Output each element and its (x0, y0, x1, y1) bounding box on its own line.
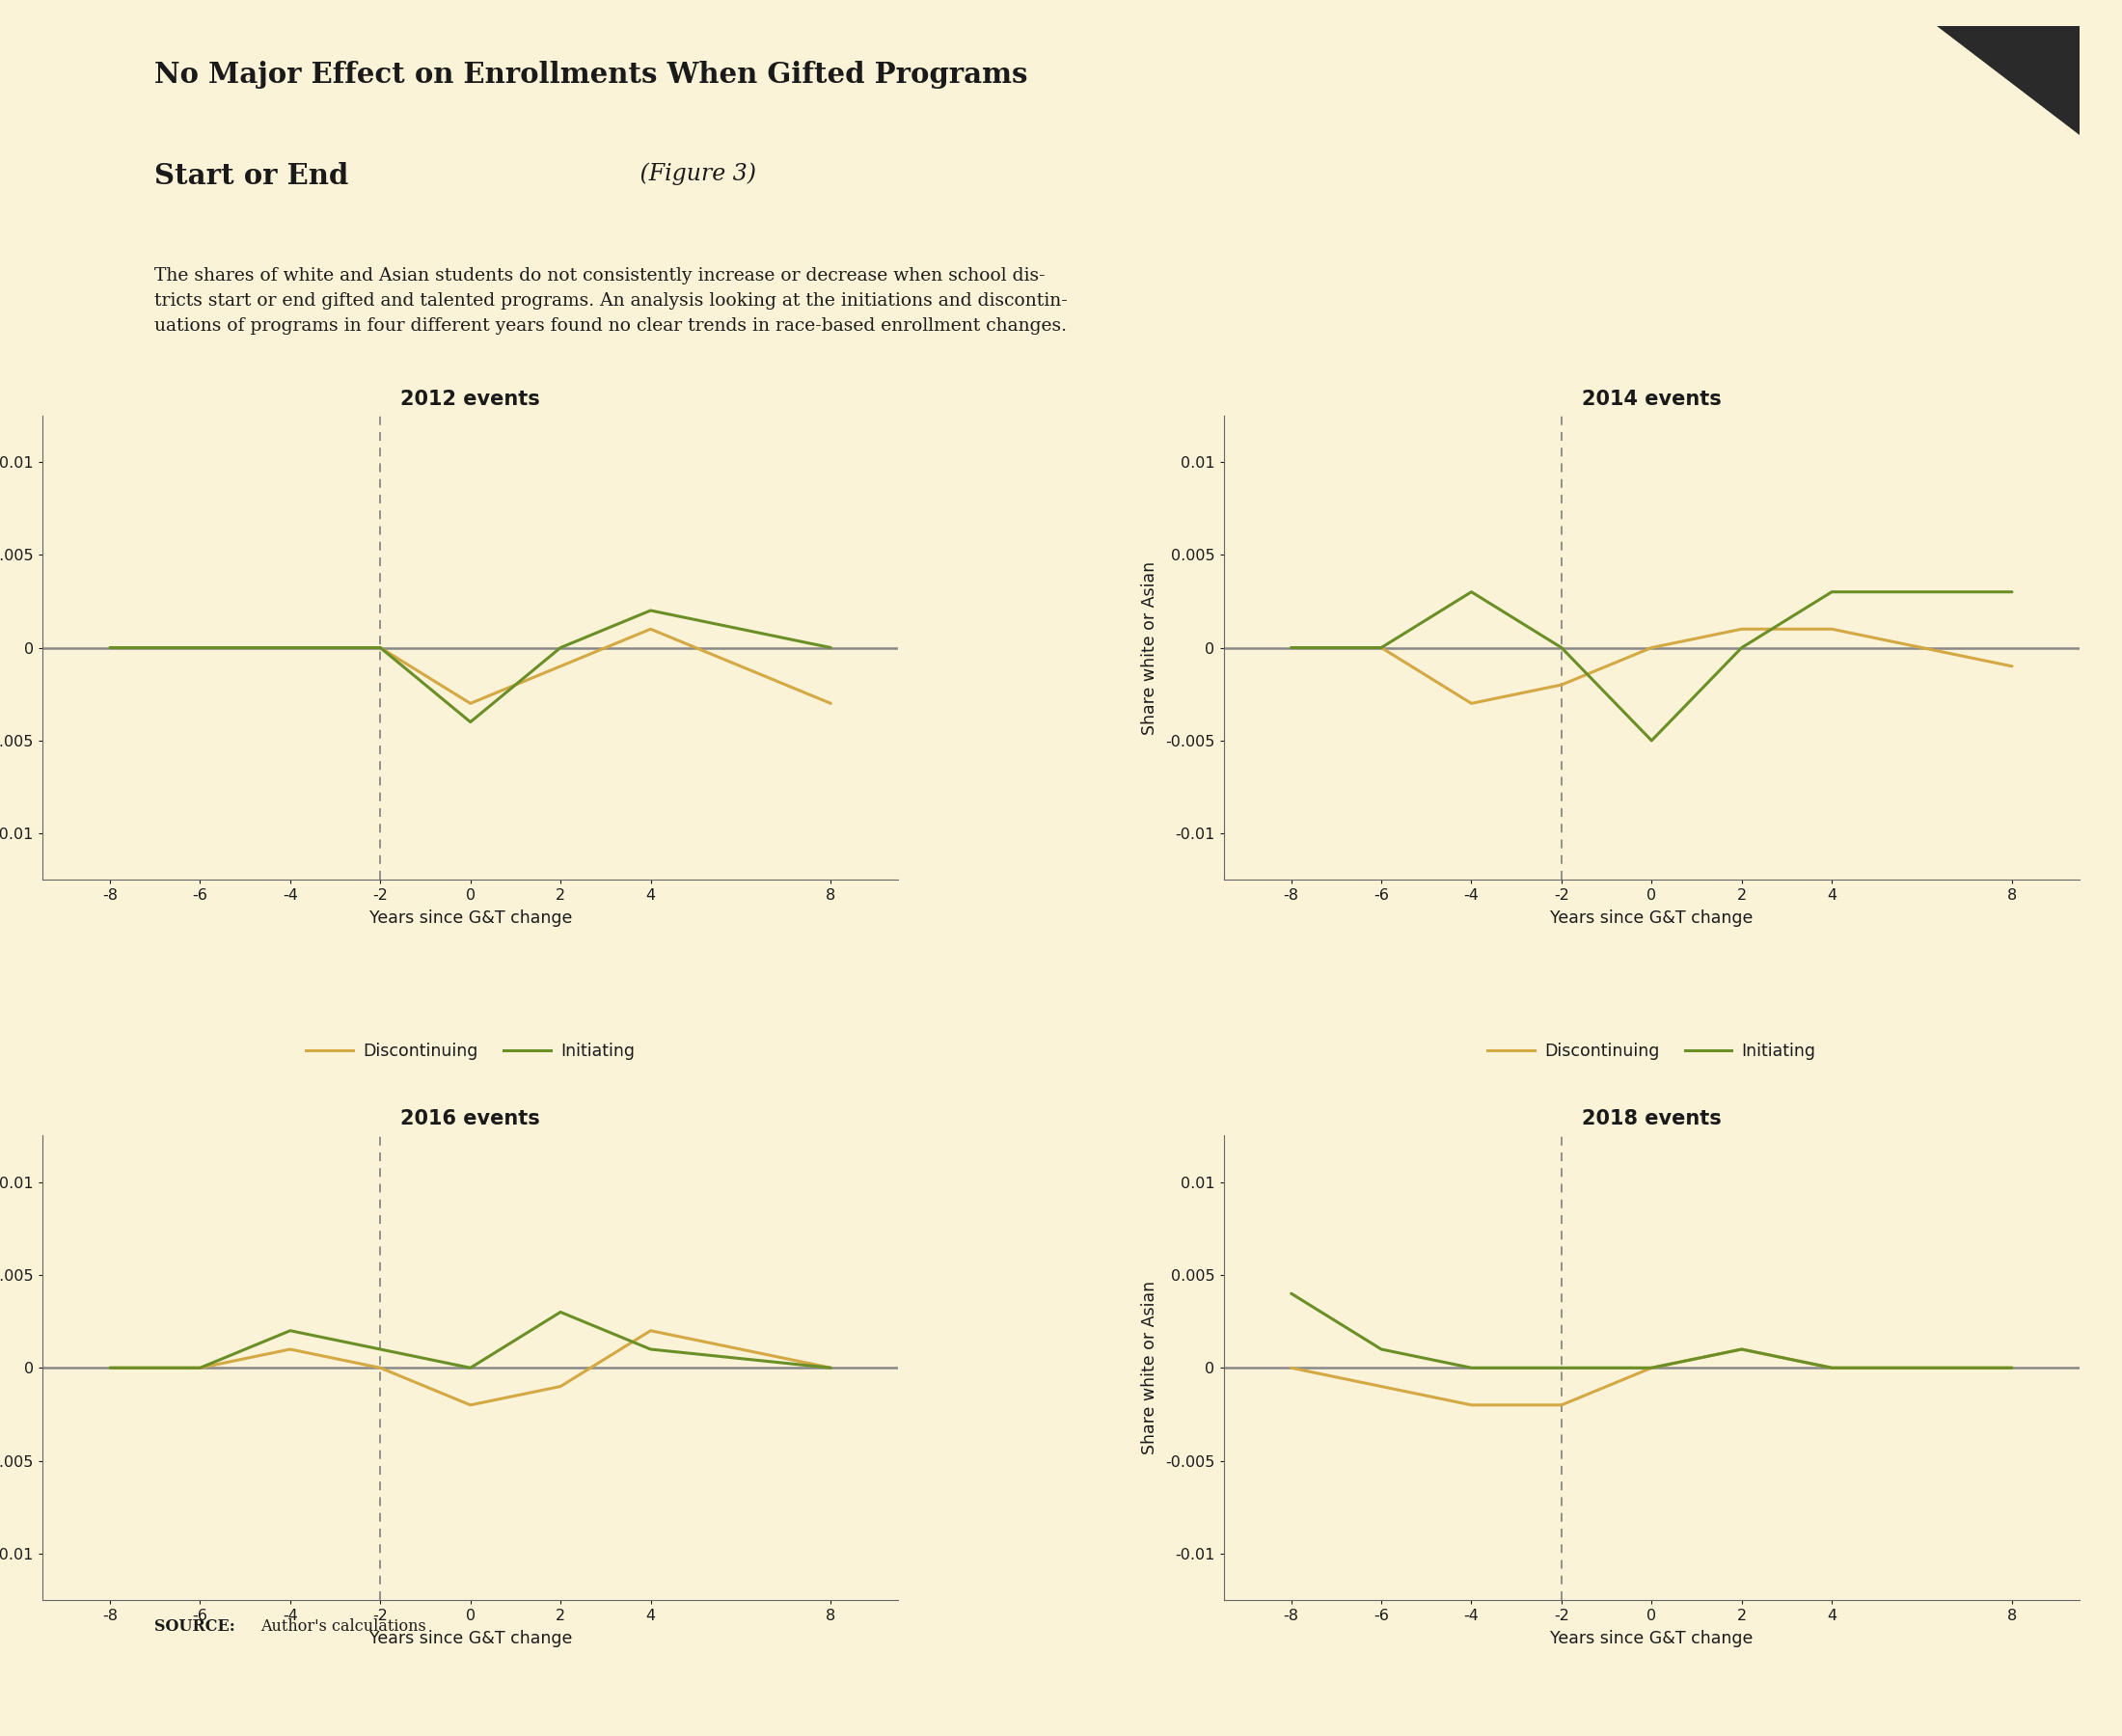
X-axis label: Years since G&T change: Years since G&T change (369, 1630, 571, 1647)
Y-axis label: Share white or Asian: Share white or Asian (1142, 1281, 1159, 1455)
Legend: Discontinuing, Initiating: Discontinuing, Initiating (1481, 1036, 1823, 1066)
Text: No Major Effect on Enrollments When Gifted Programs: No Major Effect on Enrollments When Gift… (155, 61, 1027, 89)
Legend: Discontinuing, Initiating: Discontinuing, Initiating (299, 1036, 641, 1066)
Title: 2016 events: 2016 events (401, 1109, 541, 1128)
Text: The shares of white and Asian students do not consistently increase or decrease : The shares of white and Asian students d… (155, 267, 1067, 335)
Text: Start or End: Start or End (155, 161, 348, 191)
Text: (Figure 3): (Figure 3) (632, 161, 758, 186)
Polygon shape (1937, 26, 2080, 135)
X-axis label: Years since G&T change: Years since G&T change (369, 910, 571, 927)
Text: Author's calculations: Author's calculations (261, 1618, 427, 1634)
X-axis label: Years since G&T change: Years since G&T change (1551, 1630, 1753, 1647)
X-axis label: Years since G&T change: Years since G&T change (1551, 910, 1753, 927)
Text: SOURCE:: SOURCE: (155, 1618, 240, 1634)
Y-axis label: Share white or Asian: Share white or Asian (1142, 561, 1159, 734)
Title: 2014 events: 2014 events (1581, 389, 1721, 408)
Title: 2012 events: 2012 events (401, 389, 541, 408)
Title: 2018 events: 2018 events (1581, 1109, 1721, 1128)
